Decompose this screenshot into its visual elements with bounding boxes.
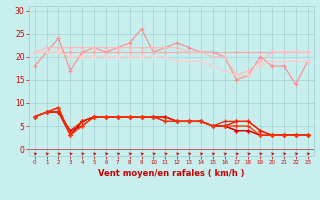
X-axis label: Vent moyen/en rafales ( km/h ): Vent moyen/en rafales ( km/h ): [98, 169, 244, 178]
